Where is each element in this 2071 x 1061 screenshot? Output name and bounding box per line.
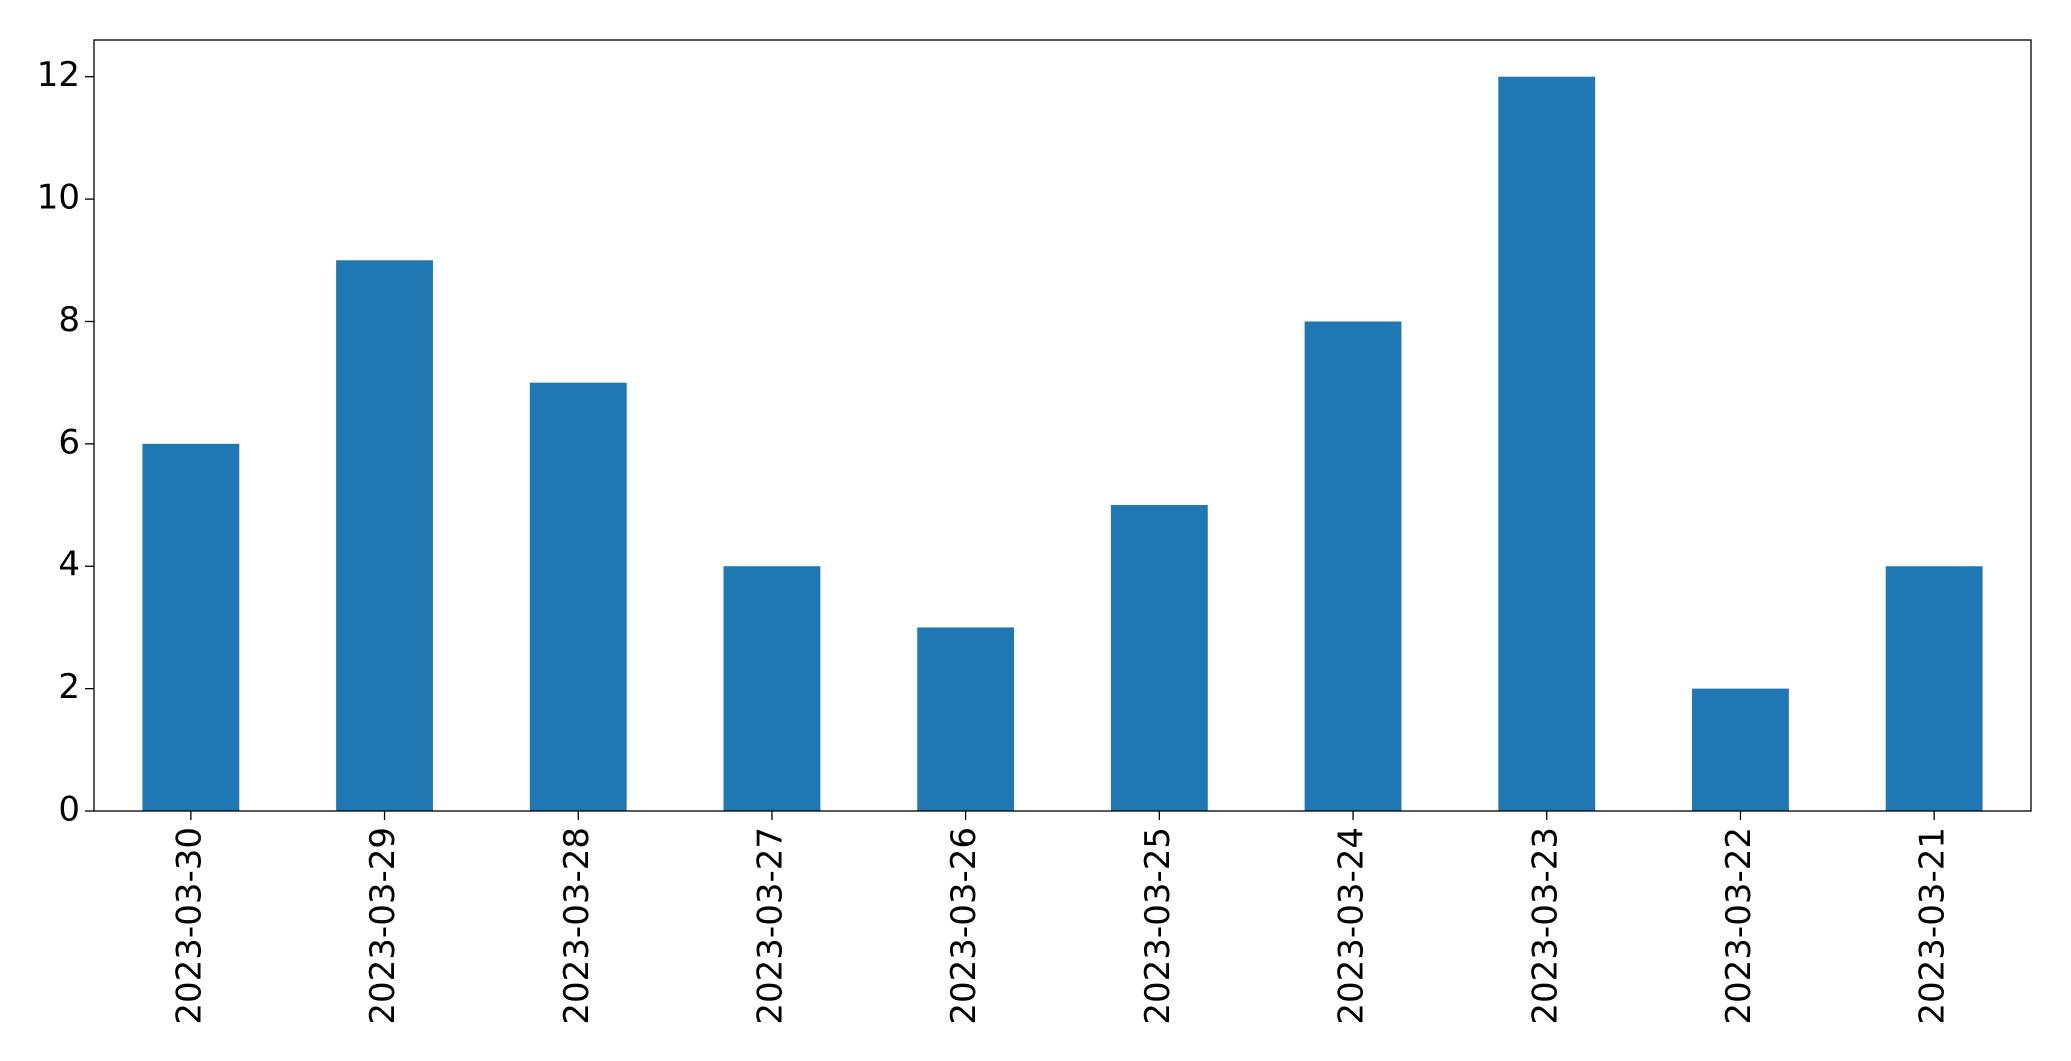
bar [336, 260, 433, 811]
bar [917, 627, 1015, 811]
y-tick-label: 8 [58, 300, 80, 340]
x-tick-label: 2023-03-28 [557, 827, 597, 1025]
x-tick-label: 2023-03-29 [363, 827, 403, 1025]
x-tick-label: 2023-03-25 [1138, 827, 1178, 1025]
x-tick-label: 2023-03-22 [1719, 827, 1759, 1025]
y-tick-label: 12 [37, 55, 80, 95]
bar [1885, 566, 1983, 811]
bar [529, 382, 627, 811]
x-tick-label: 2023-03-26 [944, 827, 984, 1025]
bar [1110, 505, 1208, 811]
x-tick-label: 2023-03-23 [1525, 827, 1565, 1025]
bar [142, 443, 240, 811]
bar [1692, 688, 1789, 811]
plot-frame [93, 39, 2032, 812]
y-tick-label: 10 [37, 178, 80, 218]
x-tick-label: 2023-03-27 [750, 827, 790, 1025]
y-tick-label: 2 [58, 667, 80, 707]
bar [1304, 321, 1402, 811]
y-tick-label: 0 [58, 790, 80, 830]
x-tick-label: 2023-03-30 [169, 827, 209, 1025]
x-tick-label: 2023-03-21 [1913, 827, 1953, 1025]
y-tick-label: 4 [58, 545, 80, 585]
y-tick-label: 6 [58, 422, 80, 462]
bar [723, 566, 821, 811]
bar [1498, 76, 1596, 811]
x-tick-label: 2023-03-24 [1332, 827, 1372, 1025]
